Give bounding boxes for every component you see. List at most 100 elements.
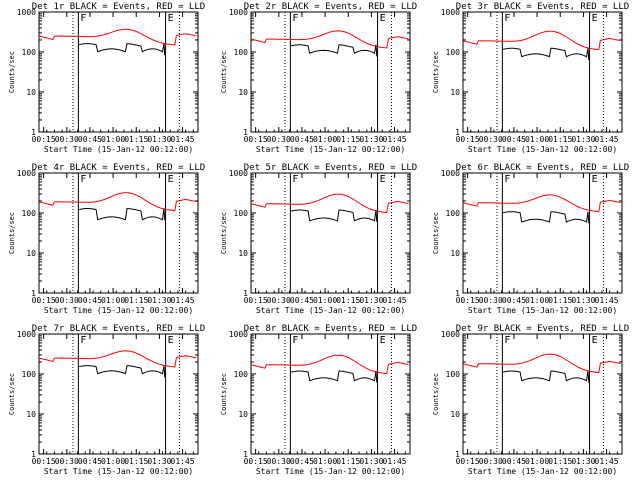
x-tick-label: 01:00 bbox=[313, 457, 337, 466]
marker-label: F bbox=[80, 335, 86, 346]
y-axis-label: Counts/sec bbox=[432, 212, 440, 254]
y-axis-label: Counts/sec bbox=[432, 373, 440, 415]
y-tick-label: 1000 bbox=[229, 8, 248, 17]
x-tick-label: 00:15 bbox=[244, 135, 268, 144]
x-tick-label: 01:45 bbox=[595, 457, 619, 466]
y-tick-label: 1 bbox=[455, 450, 460, 459]
marker-label: E bbox=[380, 335, 386, 346]
y-tick-label: 10 bbox=[450, 410, 460, 419]
y-axis-label: Counts/sec bbox=[220, 51, 228, 93]
x-tick-label: 01:45 bbox=[171, 296, 195, 305]
x-tick-label: 01:30 bbox=[359, 296, 383, 305]
lld-series-line bbox=[250, 30, 409, 49]
events-series-line bbox=[291, 370, 378, 383]
y-tick-label: 1000 bbox=[17, 169, 36, 178]
x-tick-label: 01:00 bbox=[313, 135, 337, 144]
marker-label: E bbox=[592, 13, 598, 24]
events-series-line bbox=[503, 370, 590, 383]
y-tick-label: 10 bbox=[450, 88, 460, 97]
x-tick-label: 00:15 bbox=[32, 135, 56, 144]
x-tick-label: 00:15 bbox=[456, 457, 480, 466]
y-tick-label: 10 bbox=[238, 249, 248, 258]
lld-series-line bbox=[38, 192, 197, 212]
marker-label: F bbox=[504, 13, 510, 24]
y-tick-label: 1000 bbox=[17, 330, 36, 339]
x-tick-label: 00:45 bbox=[290, 135, 314, 144]
y-axis-label: Counts/sec bbox=[8, 373, 16, 415]
y-tick-label: 100 bbox=[234, 370, 249, 379]
panel-title: Det 5r BLACK = Events, RED = LLD bbox=[244, 163, 417, 173]
x-tick-label: 00:45 bbox=[78, 457, 102, 466]
marker-label: F bbox=[292, 13, 298, 24]
y-tick-label: 100 bbox=[22, 370, 37, 379]
x-tick-label: 01:30 bbox=[571, 296, 595, 305]
x-tick-label: 01:15 bbox=[124, 457, 148, 466]
y-tick-label: 10 bbox=[26, 249, 36, 258]
x-tick-label: 00:15 bbox=[456, 296, 480, 305]
y-tick-label: 10 bbox=[26, 410, 36, 419]
x-tick-label: 01:15 bbox=[548, 135, 572, 144]
x-tick-label: 00:30 bbox=[267, 457, 291, 466]
x-tick-label: 01:45 bbox=[595, 296, 619, 305]
events-series-line bbox=[290, 44, 378, 57]
events-series-line bbox=[503, 47, 590, 61]
x-tick-label: 00:45 bbox=[78, 135, 102, 144]
x-tick-label: 01:15 bbox=[336, 296, 360, 305]
y-tick-label: 1 bbox=[455, 128, 460, 137]
y-tick-label: 1 bbox=[243, 128, 248, 137]
y-tick-label: 1 bbox=[243, 450, 248, 459]
x-axis-label: Start Time (15-Jan-12 00:12:00) bbox=[468, 306, 617, 315]
x-tick-label: 01:30 bbox=[147, 296, 171, 305]
y-tick-label: 1000 bbox=[441, 169, 460, 178]
x-tick-label: 01:15 bbox=[548, 296, 572, 305]
x-tick-label: 00:45 bbox=[78, 296, 102, 305]
panel-det-8: Det 8r BLACK = Events, RED = LLD 1 10 100 10… bbox=[220, 324, 417, 476]
x-tick-label: 01:30 bbox=[571, 135, 595, 144]
y-tick-label: 1 bbox=[31, 450, 36, 459]
y-axis-label: Counts/sec bbox=[220, 373, 228, 415]
marker-label: F bbox=[504, 174, 510, 185]
marker-label: E bbox=[592, 174, 598, 185]
plot-frame bbox=[462, 11, 623, 133]
plot-frame bbox=[250, 11, 411, 133]
y-tick-label: 1000 bbox=[229, 169, 248, 178]
x-tick-label: 00:30 bbox=[267, 135, 291, 144]
y-tick-label: 1000 bbox=[441, 330, 460, 339]
plot-frame bbox=[250, 333, 411, 455]
x-tick-label: 01:45 bbox=[383, 135, 407, 144]
y-tick-label: 1 bbox=[243, 289, 248, 298]
panel-title: Det 7r BLACK = Events, RED = LLD bbox=[32, 324, 205, 334]
events-series-line bbox=[78, 43, 166, 56]
x-tick-label: 00:30 bbox=[479, 457, 503, 466]
events-series-line bbox=[503, 211, 590, 224]
y-axis-label: Counts/sec bbox=[220, 212, 228, 254]
marker-label: E bbox=[592, 335, 598, 346]
marker-label: E bbox=[380, 13, 386, 24]
plot-frame bbox=[462, 172, 623, 294]
x-tick-label: 01:00 bbox=[101, 135, 125, 144]
x-tick-label: 00:30 bbox=[55, 135, 79, 144]
x-tick-label: 00:15 bbox=[244, 457, 268, 466]
x-tick-label: 01:45 bbox=[171, 135, 195, 144]
x-tick-label: 00:30 bbox=[479, 296, 503, 305]
y-tick-label: 1 bbox=[31, 128, 36, 137]
y-tick-label: 10 bbox=[238, 88, 248, 97]
panel-title: Det 2r BLACK = Events, RED = LLD bbox=[244, 2, 417, 12]
x-tick-label: 01:30 bbox=[359, 457, 383, 466]
y-tick-label: 10 bbox=[238, 410, 248, 419]
panel-det-7: Det 7r BLACK = Events, RED = LLD 1 10 100 10… bbox=[8, 324, 205, 476]
x-tick-label: 01:00 bbox=[101, 457, 125, 466]
x-tick-label: 00:45 bbox=[290, 296, 314, 305]
x-tick-label: 01:30 bbox=[571, 457, 595, 466]
marker-label: F bbox=[80, 174, 86, 185]
panel-det-3: Det 3r BLACK = Events, RED = LLD 1 10 100 10… bbox=[432, 2, 629, 154]
y-tick-label: 1 bbox=[31, 289, 36, 298]
y-tick-label: 1000 bbox=[441, 8, 460, 17]
events-series-line bbox=[79, 207, 166, 221]
marker-label: F bbox=[292, 335, 298, 346]
panel-det-9: Det 9r BLACK = Events, RED = LLD 1 10 100 10… bbox=[432, 324, 629, 476]
x-tick-label: 00:15 bbox=[32, 457, 56, 466]
x-tick-label: 01:00 bbox=[101, 296, 125, 305]
y-tick-label: 100 bbox=[446, 48, 461, 57]
marker-label: E bbox=[168, 335, 174, 346]
